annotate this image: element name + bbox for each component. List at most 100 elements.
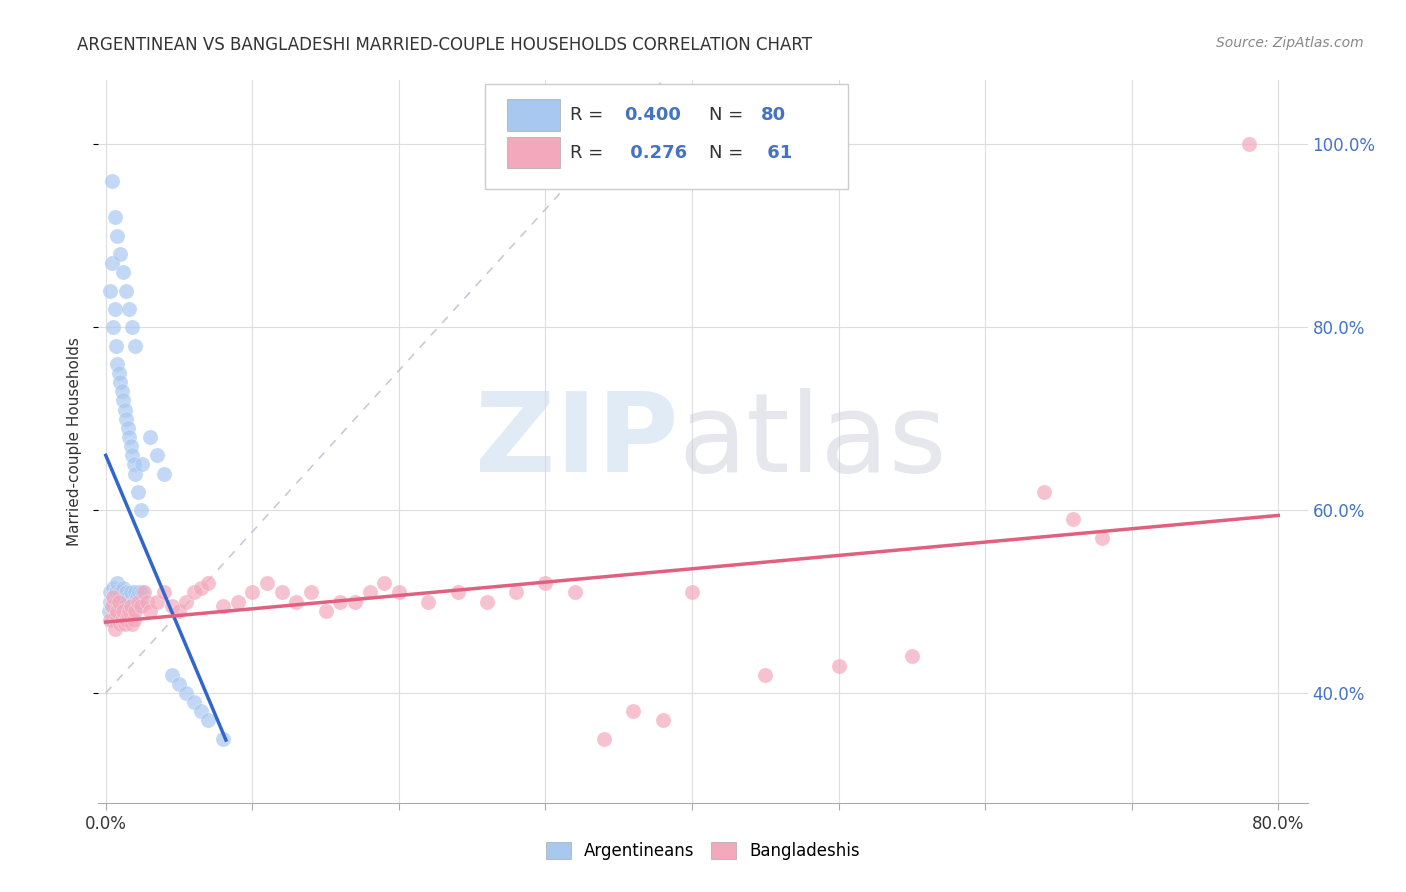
Point xyxy=(107,228,129,243)
Point xyxy=(98,613,121,627)
Text: ARGENTINEAN VS BANGLADESHI MARRIED-COUPLE HOUSEHOLDS CORRELATION CHART: ARGENTINEAN VS BANGLADESHI MARRIED-COUPL… xyxy=(77,36,813,54)
Point xyxy=(100,174,122,188)
Text: 61: 61 xyxy=(761,144,793,161)
Text: Source: ZipAtlas.com: Source: ZipAtlas.com xyxy=(1216,36,1364,50)
Point xyxy=(98,585,121,599)
Point xyxy=(121,604,143,618)
Text: ZIP: ZIP xyxy=(475,388,679,495)
Point xyxy=(98,284,121,298)
Point xyxy=(146,448,169,462)
Point xyxy=(111,384,134,399)
Point xyxy=(197,576,219,591)
Point xyxy=(1032,484,1054,499)
Point xyxy=(120,439,142,453)
Point xyxy=(107,594,129,608)
Point xyxy=(112,393,135,408)
Text: R =: R = xyxy=(569,106,609,124)
Point xyxy=(125,590,148,604)
Point xyxy=(108,590,131,604)
Point xyxy=(114,594,136,608)
Point xyxy=(111,613,134,627)
Point xyxy=(105,338,128,352)
Point xyxy=(127,484,149,499)
Point xyxy=(754,667,776,681)
Point xyxy=(135,594,157,608)
Point xyxy=(107,357,129,371)
Point xyxy=(115,585,138,599)
Text: N =: N = xyxy=(709,106,749,124)
Point xyxy=(183,695,205,709)
Point xyxy=(105,608,128,623)
Point xyxy=(103,622,125,636)
Point xyxy=(118,430,141,444)
Point xyxy=(107,576,129,591)
Point xyxy=(117,590,139,604)
Point xyxy=(1091,531,1114,545)
Point xyxy=(108,366,131,380)
Point xyxy=(1237,137,1260,152)
Point xyxy=(103,585,125,599)
Point xyxy=(315,604,337,618)
Text: R =: R = xyxy=(569,144,609,161)
Point xyxy=(190,704,212,718)
Point xyxy=(564,585,586,599)
Point xyxy=(100,613,122,627)
Point xyxy=(129,599,152,614)
Point xyxy=(120,599,142,614)
Point xyxy=(97,604,120,618)
Point xyxy=(127,599,149,614)
Point xyxy=(226,594,249,608)
Point xyxy=(110,617,132,632)
Point xyxy=(176,594,198,608)
Point xyxy=(107,604,129,618)
Point xyxy=(343,594,366,608)
Point xyxy=(127,594,149,608)
Point xyxy=(101,590,124,604)
Point xyxy=(103,211,125,225)
Point xyxy=(681,585,703,599)
Point xyxy=(117,421,139,435)
Point xyxy=(101,581,124,595)
Point xyxy=(534,576,557,591)
Point xyxy=(124,585,146,599)
Point xyxy=(100,599,122,614)
Point xyxy=(117,608,139,623)
Y-axis label: Married-couple Households: Married-couple Households xyxy=(67,337,83,546)
Point xyxy=(183,585,205,599)
Point xyxy=(112,581,135,595)
Point xyxy=(105,594,128,608)
Text: 0.400: 0.400 xyxy=(624,106,682,124)
Text: N =: N = xyxy=(709,144,749,161)
Point xyxy=(103,604,125,618)
Point xyxy=(212,599,235,614)
Point xyxy=(270,585,292,599)
Point xyxy=(132,585,155,599)
Point xyxy=(418,594,440,608)
Point xyxy=(359,585,381,599)
Point xyxy=(121,320,143,334)
Point xyxy=(128,585,150,599)
FancyBboxPatch shape xyxy=(485,84,848,189)
Point xyxy=(115,613,138,627)
Point xyxy=(112,604,135,618)
Point xyxy=(138,604,160,618)
Point xyxy=(112,265,135,279)
Point xyxy=(190,581,212,595)
Point xyxy=(131,458,153,472)
Point xyxy=(110,585,132,599)
Point xyxy=(114,604,136,618)
Point xyxy=(101,320,124,334)
Point xyxy=(160,667,183,681)
Point xyxy=(505,585,527,599)
Point xyxy=(121,448,143,462)
Point xyxy=(108,594,131,608)
Point xyxy=(114,402,136,417)
Point xyxy=(329,594,352,608)
Point xyxy=(446,585,468,599)
FancyBboxPatch shape xyxy=(508,99,561,131)
Point xyxy=(167,677,190,691)
Point xyxy=(112,590,135,604)
Point xyxy=(108,599,131,614)
Point xyxy=(110,594,132,608)
Point xyxy=(138,430,160,444)
